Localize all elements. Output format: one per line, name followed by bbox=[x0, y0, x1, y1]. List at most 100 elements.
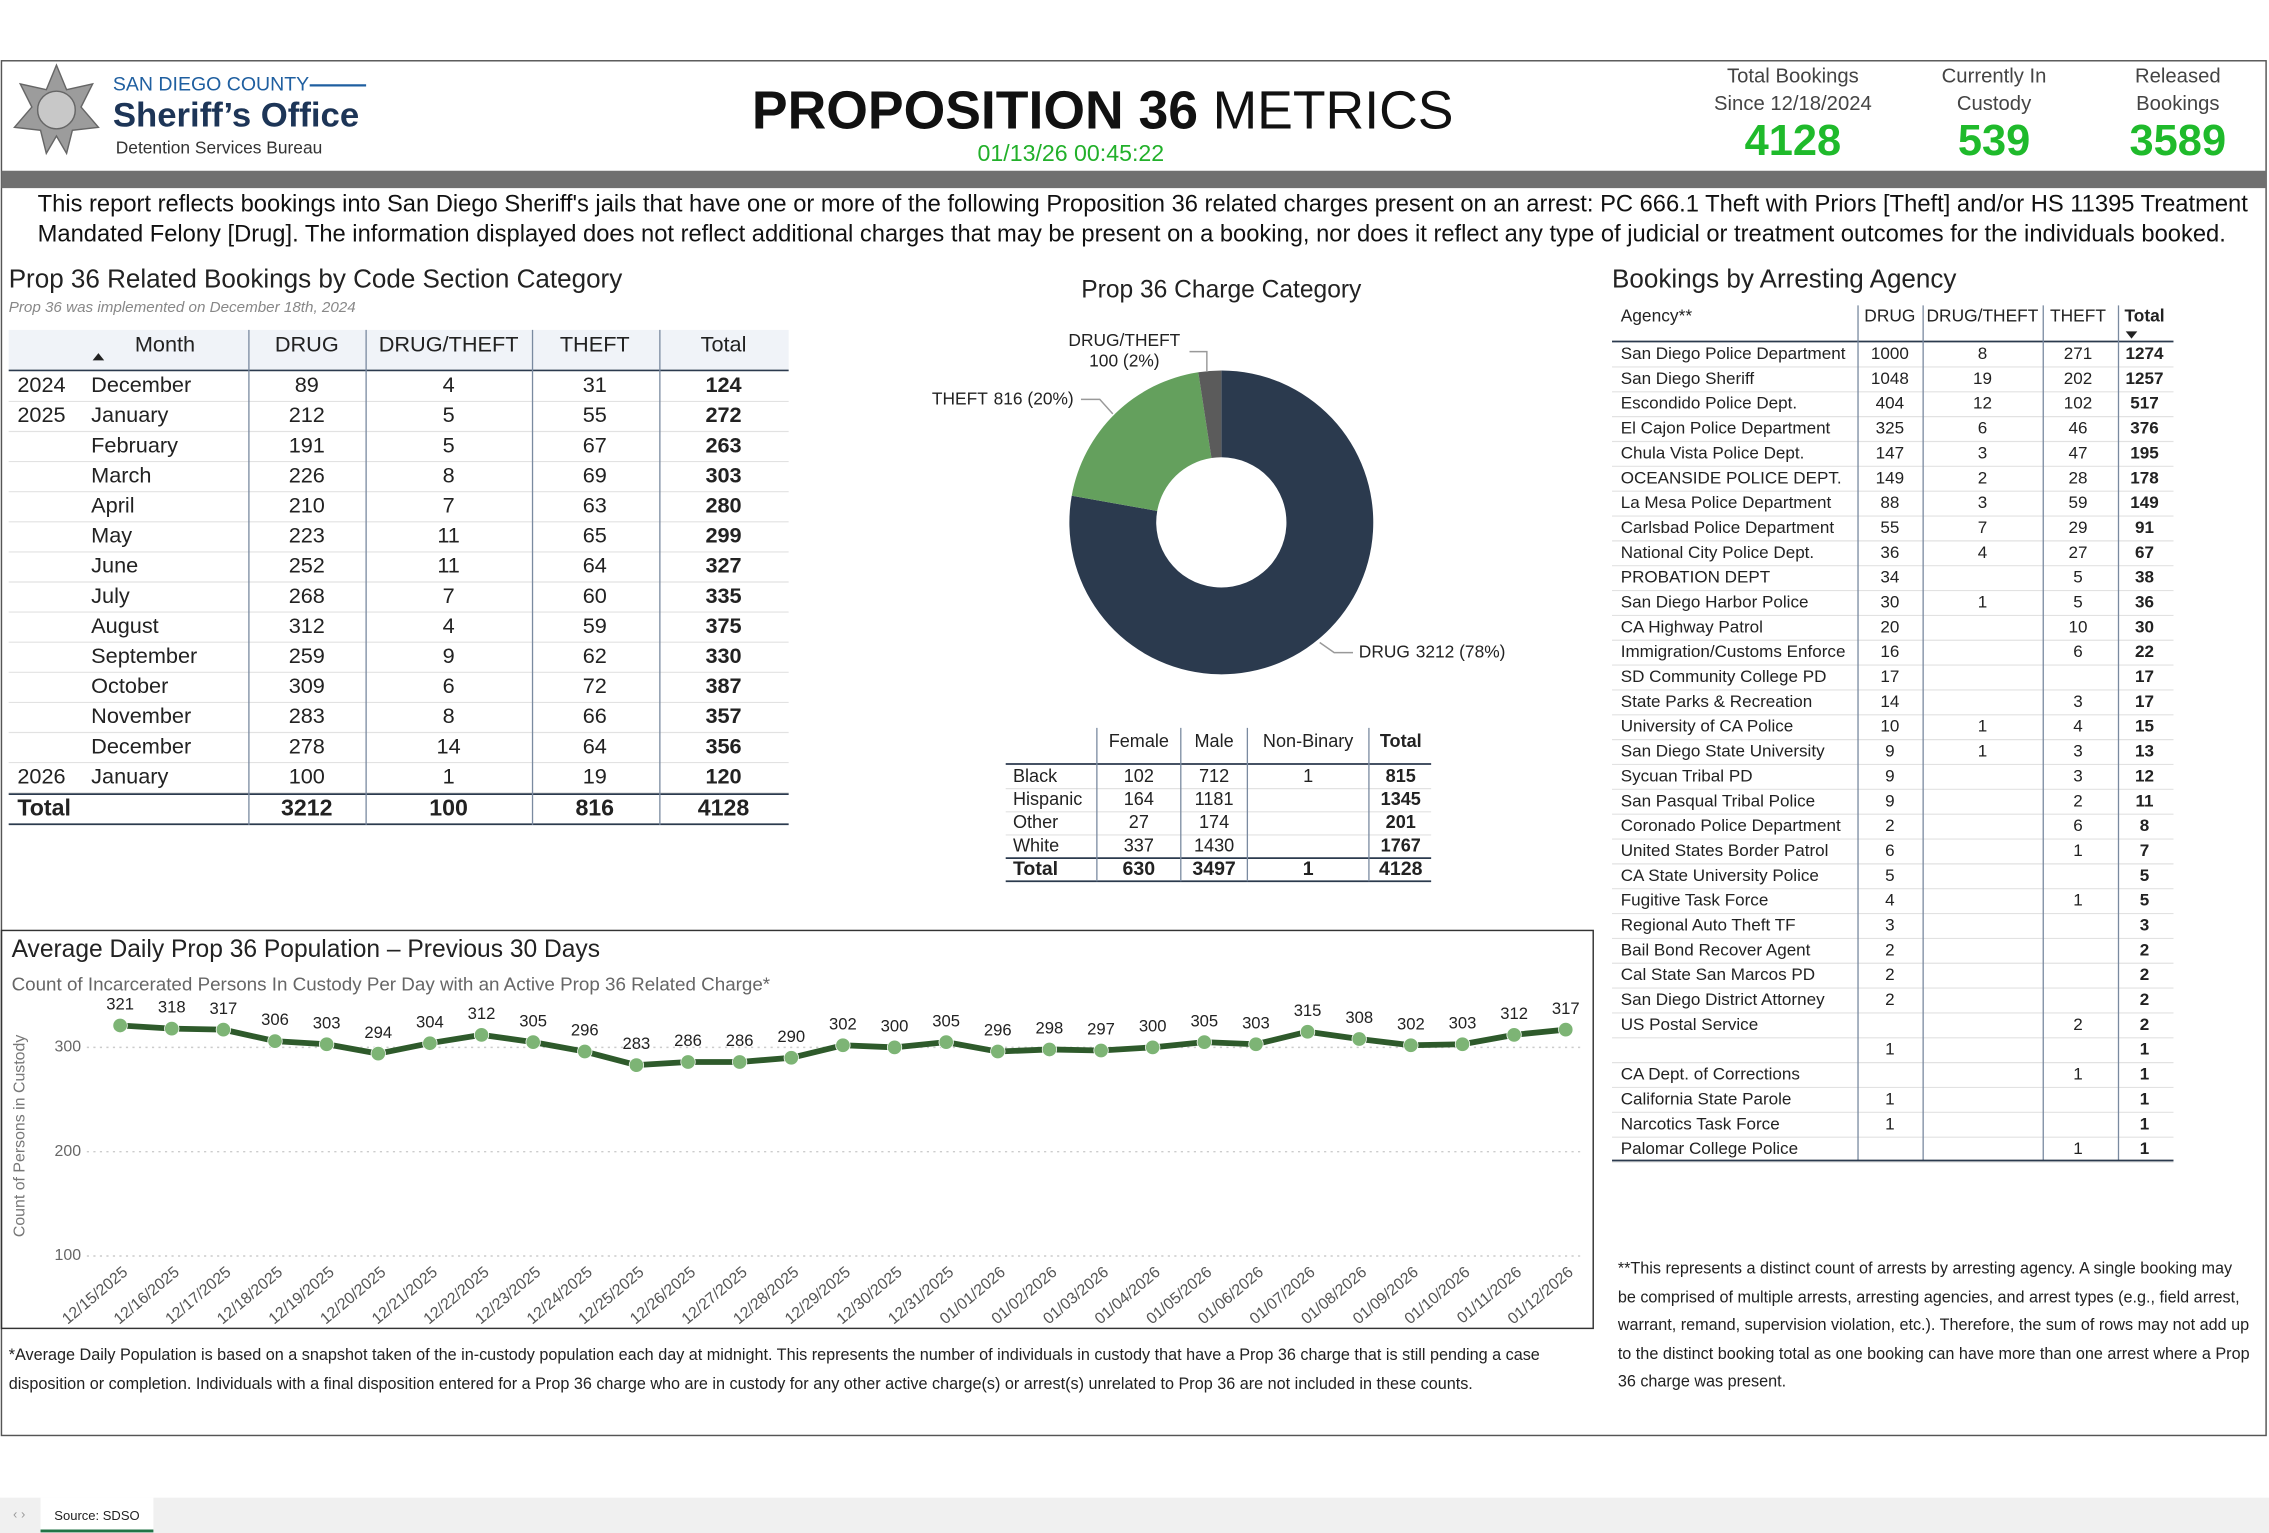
table-cell: 517 bbox=[2130, 394, 2158, 413]
table-cell: 29 bbox=[2068, 518, 2087, 537]
data-point bbox=[732, 1054, 748, 1070]
table-cell: Regional Auto Theft TF bbox=[1621, 915, 1796, 934]
table-cell: 65 bbox=[583, 523, 607, 548]
kpi-value: 3589 bbox=[2129, 117, 2227, 165]
data-label: 298 bbox=[1036, 1019, 1064, 1038]
kpi-label: Total Bookings Since 12/18/2024 bbox=[1714, 63, 1872, 115]
tab-label[interactable]: Source: SDSO bbox=[54, 1508, 139, 1523]
agency-note: **This represents a distinct count of ar… bbox=[1617, 1260, 2250, 1391]
data-point bbox=[1558, 1022, 1574, 1038]
table-cell: 120 bbox=[705, 763, 741, 788]
column-header: DRUG/THEFT bbox=[379, 332, 519, 357]
table-cell: 4 bbox=[443, 372, 455, 397]
table-cell: 5 bbox=[443, 432, 455, 457]
data-label: 321 bbox=[106, 995, 134, 1014]
data-label: 296 bbox=[984, 1021, 1012, 1040]
table-cell: 2 bbox=[2073, 1015, 2083, 1034]
table-cell: 1 bbox=[1303, 766, 1313, 786]
table-cell: January bbox=[91, 402, 168, 427]
table-cell: Bail Bond Recover Agent bbox=[1621, 940, 1811, 959]
table-header-bg bbox=[1005, 727, 1432, 763]
data-point bbox=[938, 1034, 954, 1050]
table-cell: July bbox=[91, 583, 130, 608]
table-cell: 3 bbox=[1978, 493, 1987, 512]
table-cell: 325 bbox=[1876, 419, 1904, 438]
table-cell: 376 bbox=[2130, 419, 2158, 438]
y-tick-label: 300 bbox=[55, 1039, 82, 1056]
table-cell: 47 bbox=[2068, 443, 2087, 462]
tab-scroll[interactable]: ‹ › bbox=[13, 1506, 25, 1521]
y-axis-label: Count of Persons in Custody bbox=[11, 1035, 28, 1238]
table-cell: 14 bbox=[437, 733, 461, 758]
table-cell: 27 bbox=[1129, 812, 1149, 832]
table-cell: 1274 bbox=[2126, 344, 2164, 363]
table-cell: 5 bbox=[2140, 891, 2150, 910]
report-title: PROPOSITION 36 METRICS bbox=[752, 81, 1454, 140]
data-label: 305 bbox=[519, 1011, 547, 1030]
table-cell: San Diego Harbor Police bbox=[1621, 592, 1809, 611]
table-cell: 5 bbox=[443, 402, 455, 427]
table-cell: 34 bbox=[1880, 568, 1899, 587]
table-cell: SD Community College PD bbox=[1621, 667, 1827, 686]
leader-line bbox=[1189, 350, 1208, 372]
table-cell: 7 bbox=[2140, 841, 2149, 860]
agency-note-box: **This represents a distinct count of ar… bbox=[1617, 1260, 2250, 1391]
table-cell: 11 bbox=[2136, 791, 2155, 810]
table-cell: 149 bbox=[2130, 493, 2158, 512]
table-cell: San Diego State University bbox=[1621, 742, 1825, 761]
table-cell: 2 bbox=[1885, 990, 1895, 1009]
table-cell: September bbox=[91, 643, 197, 668]
table-cell: 6 bbox=[1885, 841, 1895, 860]
table-cell: 226 bbox=[289, 462, 325, 487]
table-cell: 375 bbox=[705, 613, 741, 638]
slice-value-label: 816 (20%) bbox=[994, 388, 1074, 408]
table-total: Total bbox=[1013, 858, 1058, 880]
data-point bbox=[1403, 1037, 1419, 1053]
table-cell: San Diego Sheriff bbox=[1621, 369, 1755, 388]
table-cell: 5 bbox=[2140, 866, 2150, 885]
title-bold: PROPOSITION 36 bbox=[752, 81, 1198, 140]
table-cell: 17 bbox=[2135, 667, 2154, 686]
table-cell: 91 bbox=[2135, 518, 2154, 537]
table-cell: 17 bbox=[2135, 692, 2154, 711]
kpi-label: Currently In Custody bbox=[1941, 63, 2047, 115]
tab-bar bbox=[0, 1497, 2269, 1533]
table-total: 3212 bbox=[281, 794, 332, 820]
table-subtitle: Prop 36 was implemented on December 18th… bbox=[9, 299, 356, 316]
table-cell: 38 bbox=[2135, 568, 2154, 587]
table-cell: Coronado Police Department bbox=[1621, 816, 1841, 835]
table-cell: 36 bbox=[1880, 543, 1899, 562]
table-cell: 88 bbox=[1880, 493, 1899, 512]
table-cell: Cal State San Marcos PD bbox=[1621, 965, 1815, 984]
kpi-value: 539 bbox=[1957, 117, 2031, 165]
page-tab[interactable] bbox=[40, 1497, 154, 1533]
table-cell: University of CA Police bbox=[1621, 717, 1794, 736]
data-point bbox=[680, 1054, 696, 1070]
table-cell: 2 bbox=[2140, 1015, 2149, 1034]
data-point bbox=[112, 1017, 128, 1034]
data-point bbox=[1041, 1041, 1058, 1058]
table-cell: 14 bbox=[1880, 692, 1899, 711]
kpi-label: Released Bookings bbox=[2135, 63, 2221, 115]
table-cell: 11 bbox=[437, 523, 460, 548]
data-point bbox=[370, 1046, 386, 1062]
table-cell: 89 bbox=[295, 372, 319, 397]
table-cell: 201 bbox=[1386, 812, 1416, 832]
table-cell: 27 bbox=[2068, 543, 2087, 562]
leader-line bbox=[1080, 398, 1114, 415]
data-label: 303 bbox=[1449, 1013, 1477, 1032]
data-point bbox=[783, 1050, 799, 1066]
table-cell: 149 bbox=[1876, 468, 1904, 487]
table-cell: El Cajon Police Department bbox=[1621, 419, 1831, 438]
table-cell: 271 bbox=[2064, 344, 2092, 363]
footnote: *Average Daily Population is based on a … bbox=[8, 1347, 1540, 1393]
table-cell: 357 bbox=[705, 703, 741, 728]
table-cell: 309 bbox=[289, 673, 325, 698]
data-point bbox=[1145, 1039, 1161, 1055]
table-cell: 1 bbox=[2140, 1089, 2150, 1108]
line-chart-frame bbox=[0, 929, 1594, 1330]
table-cell: 60 bbox=[583, 583, 607, 608]
table-cell: 1000 bbox=[1871, 344, 1909, 363]
